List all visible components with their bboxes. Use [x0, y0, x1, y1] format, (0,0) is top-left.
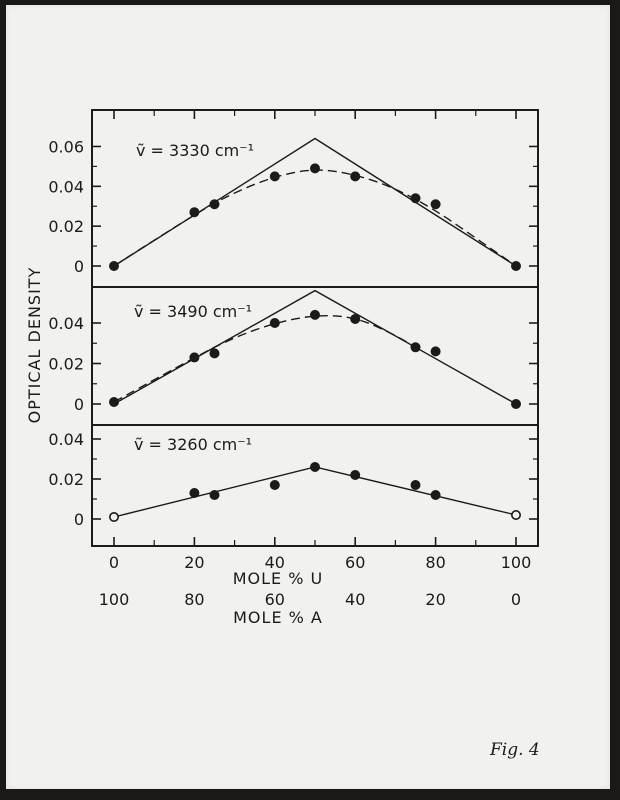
x-tick-label: 40: [265, 553, 285, 572]
x-tick-label-a: 40: [345, 590, 365, 609]
panel-label: ṽ = 3330 cm⁻¹: [136, 141, 254, 160]
data-point: [109, 396, 120, 407]
data-point: [510, 509, 521, 520]
panel-3: 0 0.02 0.04 ṽ = 3260 cm⁻¹: [48, 430, 538, 529]
y-tick-label: 0.04: [48, 177, 84, 196]
fit-curve: [113, 169, 517, 267]
data-point: [309, 461, 320, 472]
data-point: [189, 352, 200, 363]
data-point: [430, 346, 441, 357]
data-point: [189, 487, 200, 498]
x-axis-title-a: MOLE % A: [233, 608, 323, 627]
x-tick-label-a: 100: [99, 590, 130, 609]
y-tick-label: 0.02: [48, 355, 84, 374]
data-point: [510, 260, 521, 271]
data-point: [510, 398, 521, 409]
data-point: [350, 469, 361, 480]
data-point: [109, 511, 120, 522]
data-point: [209, 199, 220, 210]
data-point: [350, 171, 361, 182]
x-tick-label: 80: [425, 553, 445, 572]
data-point: [309, 309, 320, 320]
data-point: [269, 171, 280, 182]
data-point: [410, 342, 421, 353]
data-point: [430, 489, 441, 500]
x-tick-label: 0: [109, 553, 119, 572]
x-tick-label: 100: [501, 553, 532, 572]
data-point: [109, 260, 120, 271]
panel-2: 0 0.02 0.04 ṽ = 3490 cm⁻¹: [48, 289, 538, 414]
panel-label: ṽ = 3260 cm⁻¹: [134, 435, 252, 454]
x-tick-label-a: 60: [265, 590, 285, 609]
data-point: [189, 207, 200, 218]
x-tick-label-a: 80: [184, 590, 204, 609]
y-tick-label: 0: [74, 510, 84, 529]
y-tick-label: 0: [74, 257, 84, 276]
y-tick-label: 0.06: [48, 137, 84, 156]
plot-frame: [91, 109, 539, 547]
ideal-line: [113, 466, 517, 518]
x-tick-label-a: 20: [425, 590, 445, 609]
data-point: [410, 193, 421, 204]
y-tick-label: 0.02: [48, 217, 84, 236]
fit-curve: [113, 315, 416, 403]
y-tick-label: 0.04: [48, 314, 84, 333]
data-point: [209, 489, 220, 500]
x-tick-label: 60: [345, 553, 365, 572]
panel-1: 0 0.02 0.04 0.06 ṽ = 3330 cm⁻¹: [48, 137, 538, 276]
data-point: [350, 313, 361, 324]
y-tick-label: 0.04: [48, 430, 84, 449]
x-tick-label-a: 0: [511, 590, 521, 609]
data-point: [309, 163, 320, 174]
data-point: [410, 479, 421, 490]
ideal-line: [113, 137, 517, 267]
panel-label: ṽ = 3490 cm⁻¹: [134, 302, 252, 321]
paper-sheet: [6, 5, 610, 789]
figure-caption: Fig. 4: [489, 740, 540, 760]
data-point: [209, 348, 220, 359]
x-axis-title-u: MOLE % U: [233, 569, 324, 588]
y-tick-label: 0.02: [48, 470, 84, 489]
y-axis-title: OPTICAL DENSITY: [25, 267, 44, 424]
x-tick-label: 20: [184, 553, 204, 572]
y-tick-label: 0: [74, 395, 84, 414]
data-point: [269, 479, 280, 490]
data-point: [430, 199, 441, 210]
data-point: [269, 317, 280, 328]
